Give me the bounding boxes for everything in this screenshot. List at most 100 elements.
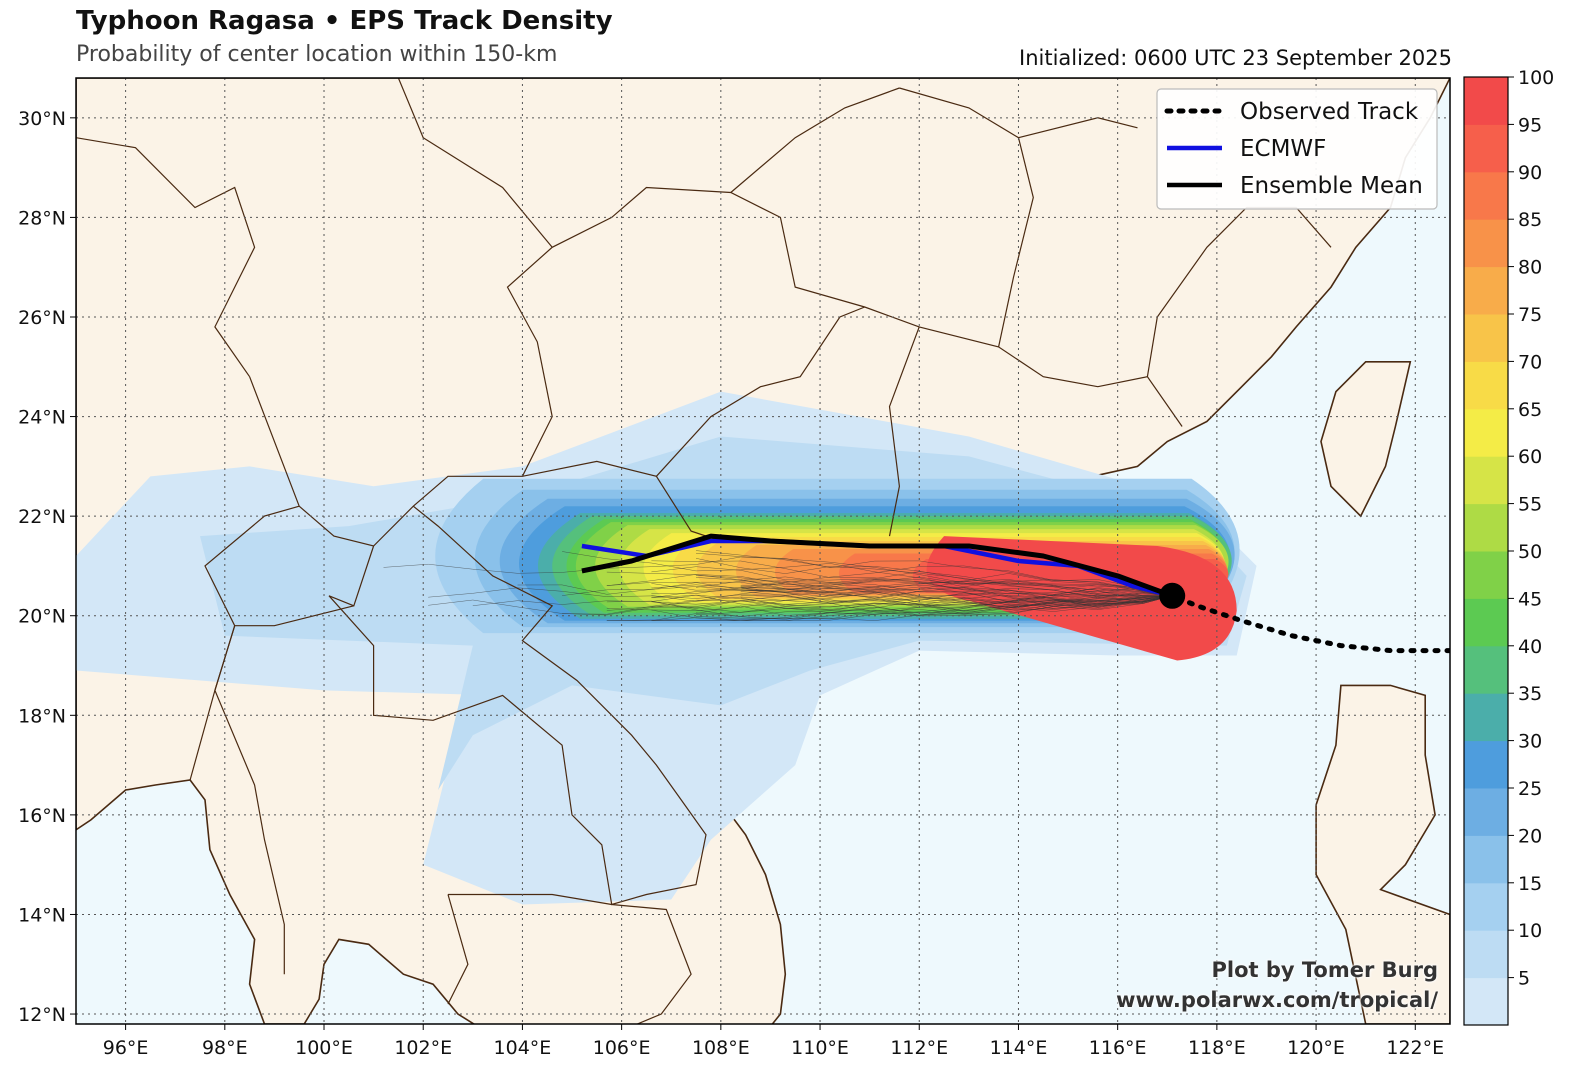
colorbar-tick-label: 5: [1518, 968, 1530, 990]
lat-tick-label: 22°N: [18, 506, 66, 528]
border-line: [506, 186, 1183, 477]
ensemble-mean-track: [581, 533, 1174, 599]
colorbar-tick-label: 85: [1518, 209, 1542, 231]
lat-tick-label: 28°N: [18, 207, 66, 229]
colorbar-tick-label: 55: [1518, 494, 1542, 516]
border-line: [189, 505, 300, 781]
border-line: [730, 87, 900, 193]
lat-tick-label: 16°N: [18, 805, 66, 827]
ensemble-member-track: [740, 589, 1173, 612]
colorbar-segment: [1464, 314, 1508, 362]
legend-box: [1156, 88, 1438, 210]
colorbar-segment: [1464, 740, 1508, 789]
lon-tick-label: 110°E: [791, 1037, 849, 1059]
legend-label: ECMWF: [1240, 136, 1326, 162]
legend: Observed Track ECMWF Ensemble Mean: [1156, 88, 1438, 210]
ensemble-member-track: [651, 587, 1173, 599]
ensemble-member-track: [695, 565, 1173, 597]
ensemble-member-track: [695, 595, 1173, 620]
lon-tick-label: 100°E: [295, 1037, 353, 1059]
ensemble-member-track: [740, 579, 1173, 604]
chart-subtitle: Probability of center location within 15…: [76, 42, 558, 67]
colorbar-segment: [1464, 456, 1508, 505]
colorbar-segment: [1464, 77, 1508, 125]
colorbar-tick-label: 100: [1518, 67, 1554, 89]
ensemble-member-track: [562, 582, 1173, 600]
ensemble-member-track: [740, 595, 1173, 607]
lat-tick-label: 14°N: [18, 904, 66, 926]
chart-title: Typhoon Ragasa • EPS Track Density: [76, 6, 613, 36]
colorbar-segment: [1464, 598, 1508, 647]
colorbar-tick-label: 50: [1518, 541, 1542, 563]
lon-tick-label: 114°E: [990, 1037, 1048, 1059]
ensemble-member-track: [695, 595, 1173, 617]
gridlines: [76, 78, 1450, 1024]
lat-axis: 12°N 14°N 16°N 18°N 20°N 22°N 24°N 26°N 28°N 30°N: [18, 108, 76, 1026]
border-line: [1146, 206, 1332, 377]
lon-tick-label: 106°E: [593, 1037, 651, 1059]
colorbar-tick-label: 35: [1518, 683, 1542, 705]
lon-tick-label: 122°E: [1386, 1037, 1444, 1059]
colorbar-segment: [1464, 266, 1508, 315]
colorbar-tick-label: 15: [1518, 873, 1542, 895]
ensemble-member-track: [740, 594, 1173, 616]
ensemble-member-track: [695, 595, 1173, 615]
colorbar-tick-label: 70: [1518, 351, 1542, 373]
lat-tick-label: 26°N: [18, 307, 66, 329]
colorbar-segment: [1464, 503, 1508, 552]
ensemble-member-track: [562, 595, 1173, 615]
ensemble-member-track: [695, 550, 1173, 597]
lon-tick-label: 112°E: [890, 1037, 948, 1059]
ensemble-member-track: [740, 587, 1173, 610]
colorbar-tick-label: 75: [1518, 304, 1542, 326]
lon-tick-label: 118°E: [1188, 1037, 1246, 1059]
legend-label: Observed Track: [1240, 99, 1419, 125]
credit-url: www.polarwx.com/tropical/: [1116, 988, 1438, 1012]
ensemble-member-track: [695, 580, 1173, 611]
border-line: [888, 326, 920, 537]
ensemble-member-track: [740, 586, 1173, 609]
colorbar-segment: [1464, 930, 1508, 979]
colorbar-segment: [1464, 835, 1508, 884]
colorbar-segment: [1464, 361, 1508, 410]
colorbar-segment: [1464, 408, 1508, 457]
border-line: [447, 894, 469, 1005]
colorbar: 5 10 15 20 25 30 35 40 45 50 55 60 65 70 75 80 85 90 95 100: [1463, 67, 1554, 1026]
lat-tick-label: 18°N: [18, 705, 66, 727]
lon-tick-label: 120°E: [1287, 1037, 1345, 1059]
lon-tick-label: 108°E: [692, 1037, 750, 1059]
observed-track: [1169, 593, 1450, 654]
border-line: [655, 306, 865, 477]
density-contour-core: [926, 536, 1237, 661]
ensemble-member-track: [651, 595, 1173, 617]
credit-author: Plot by Tomer Burg: [1211, 958, 1439, 982]
colorbar-tick-label: 40: [1518, 636, 1542, 658]
ensemble-member-track: [428, 587, 1173, 608]
border-line: [214, 605, 354, 975]
lon-tick-label: 96°E: [103, 1037, 149, 1059]
ensemble-members: [383, 550, 1173, 621]
colorbar-tick-label: 25: [1518, 778, 1542, 800]
colorbar-segment: [1464, 645, 1508, 694]
colorbar-segment: [1464, 977, 1508, 1026]
border-line: [328, 505, 707, 906]
ensemble-member-track: [606, 592, 1173, 621]
colorbar-segment: [1464, 551, 1508, 599]
ensemble-member-track: [606, 581, 1173, 611]
border-line: [998, 117, 1138, 348]
colorbar-tick-label: 60: [1518, 446, 1542, 468]
colorbar-tick-label: 45: [1518, 588, 1542, 610]
colorbar-tick-label: 95: [1518, 114, 1542, 136]
colorbar-segment: [1464, 219, 1508, 268]
colorbar-tick-label: 65: [1518, 399, 1542, 421]
lon-tick-label: 98°E: [202, 1037, 248, 1059]
plot-frame: [75, 77, 1451, 1025]
lat-tick-label: 30°N: [18, 108, 66, 130]
ensemble-member-track: [606, 571, 1173, 597]
border-line: [249, 376, 721, 547]
ensemble-member-track: [695, 552, 1173, 597]
ensemble-member-track: [428, 588, 1173, 616]
lon-tick-label: 116°E: [1089, 1037, 1147, 1059]
lat-tick-label: 12°N: [18, 1004, 66, 1026]
